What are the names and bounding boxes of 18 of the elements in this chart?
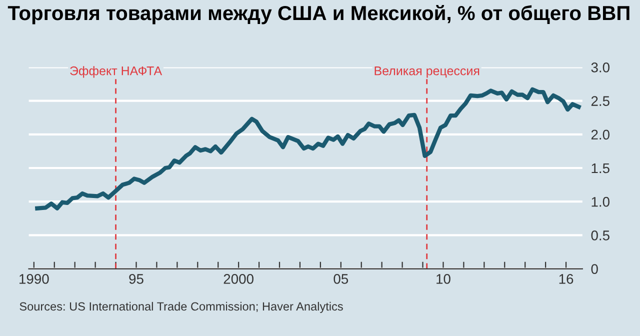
x-tick-label: 05: [334, 274, 348, 284]
y-tick-label: 1.5: [592, 163, 610, 174]
x-tick-label: 16: [559, 274, 574, 284]
x-tick-label: 1990: [20, 274, 49, 284]
chart-title: Торговля товарами между США и Мексикой, % от общего ВВП: [8, 5, 630, 24]
line-series: [35, 87, 581, 210]
y-tick-label: 0: [591, 264, 598, 274]
ref-line-label: Великая рецессия: [374, 66, 480, 78]
x-tick-label: 10: [436, 274, 450, 284]
y-tick-label: 3.0: [591, 62, 610, 72]
x-tick-label: 95: [129, 274, 144, 284]
y-tick-label: 2.5: [591, 96, 610, 106]
y-tick-label: 0.5: [591, 230, 610, 240]
source-note: Sources: US International Trade Commission; Haver Analytics: [20, 302, 343, 313]
ref-line-label: Эффект НАФТА: [70, 66, 162, 78]
x-tick-label: 2000: [224, 274, 254, 284]
y-tick-label: 2.0: [591, 130, 610, 140]
y-tick-label: 1.0: [592, 196, 610, 207]
